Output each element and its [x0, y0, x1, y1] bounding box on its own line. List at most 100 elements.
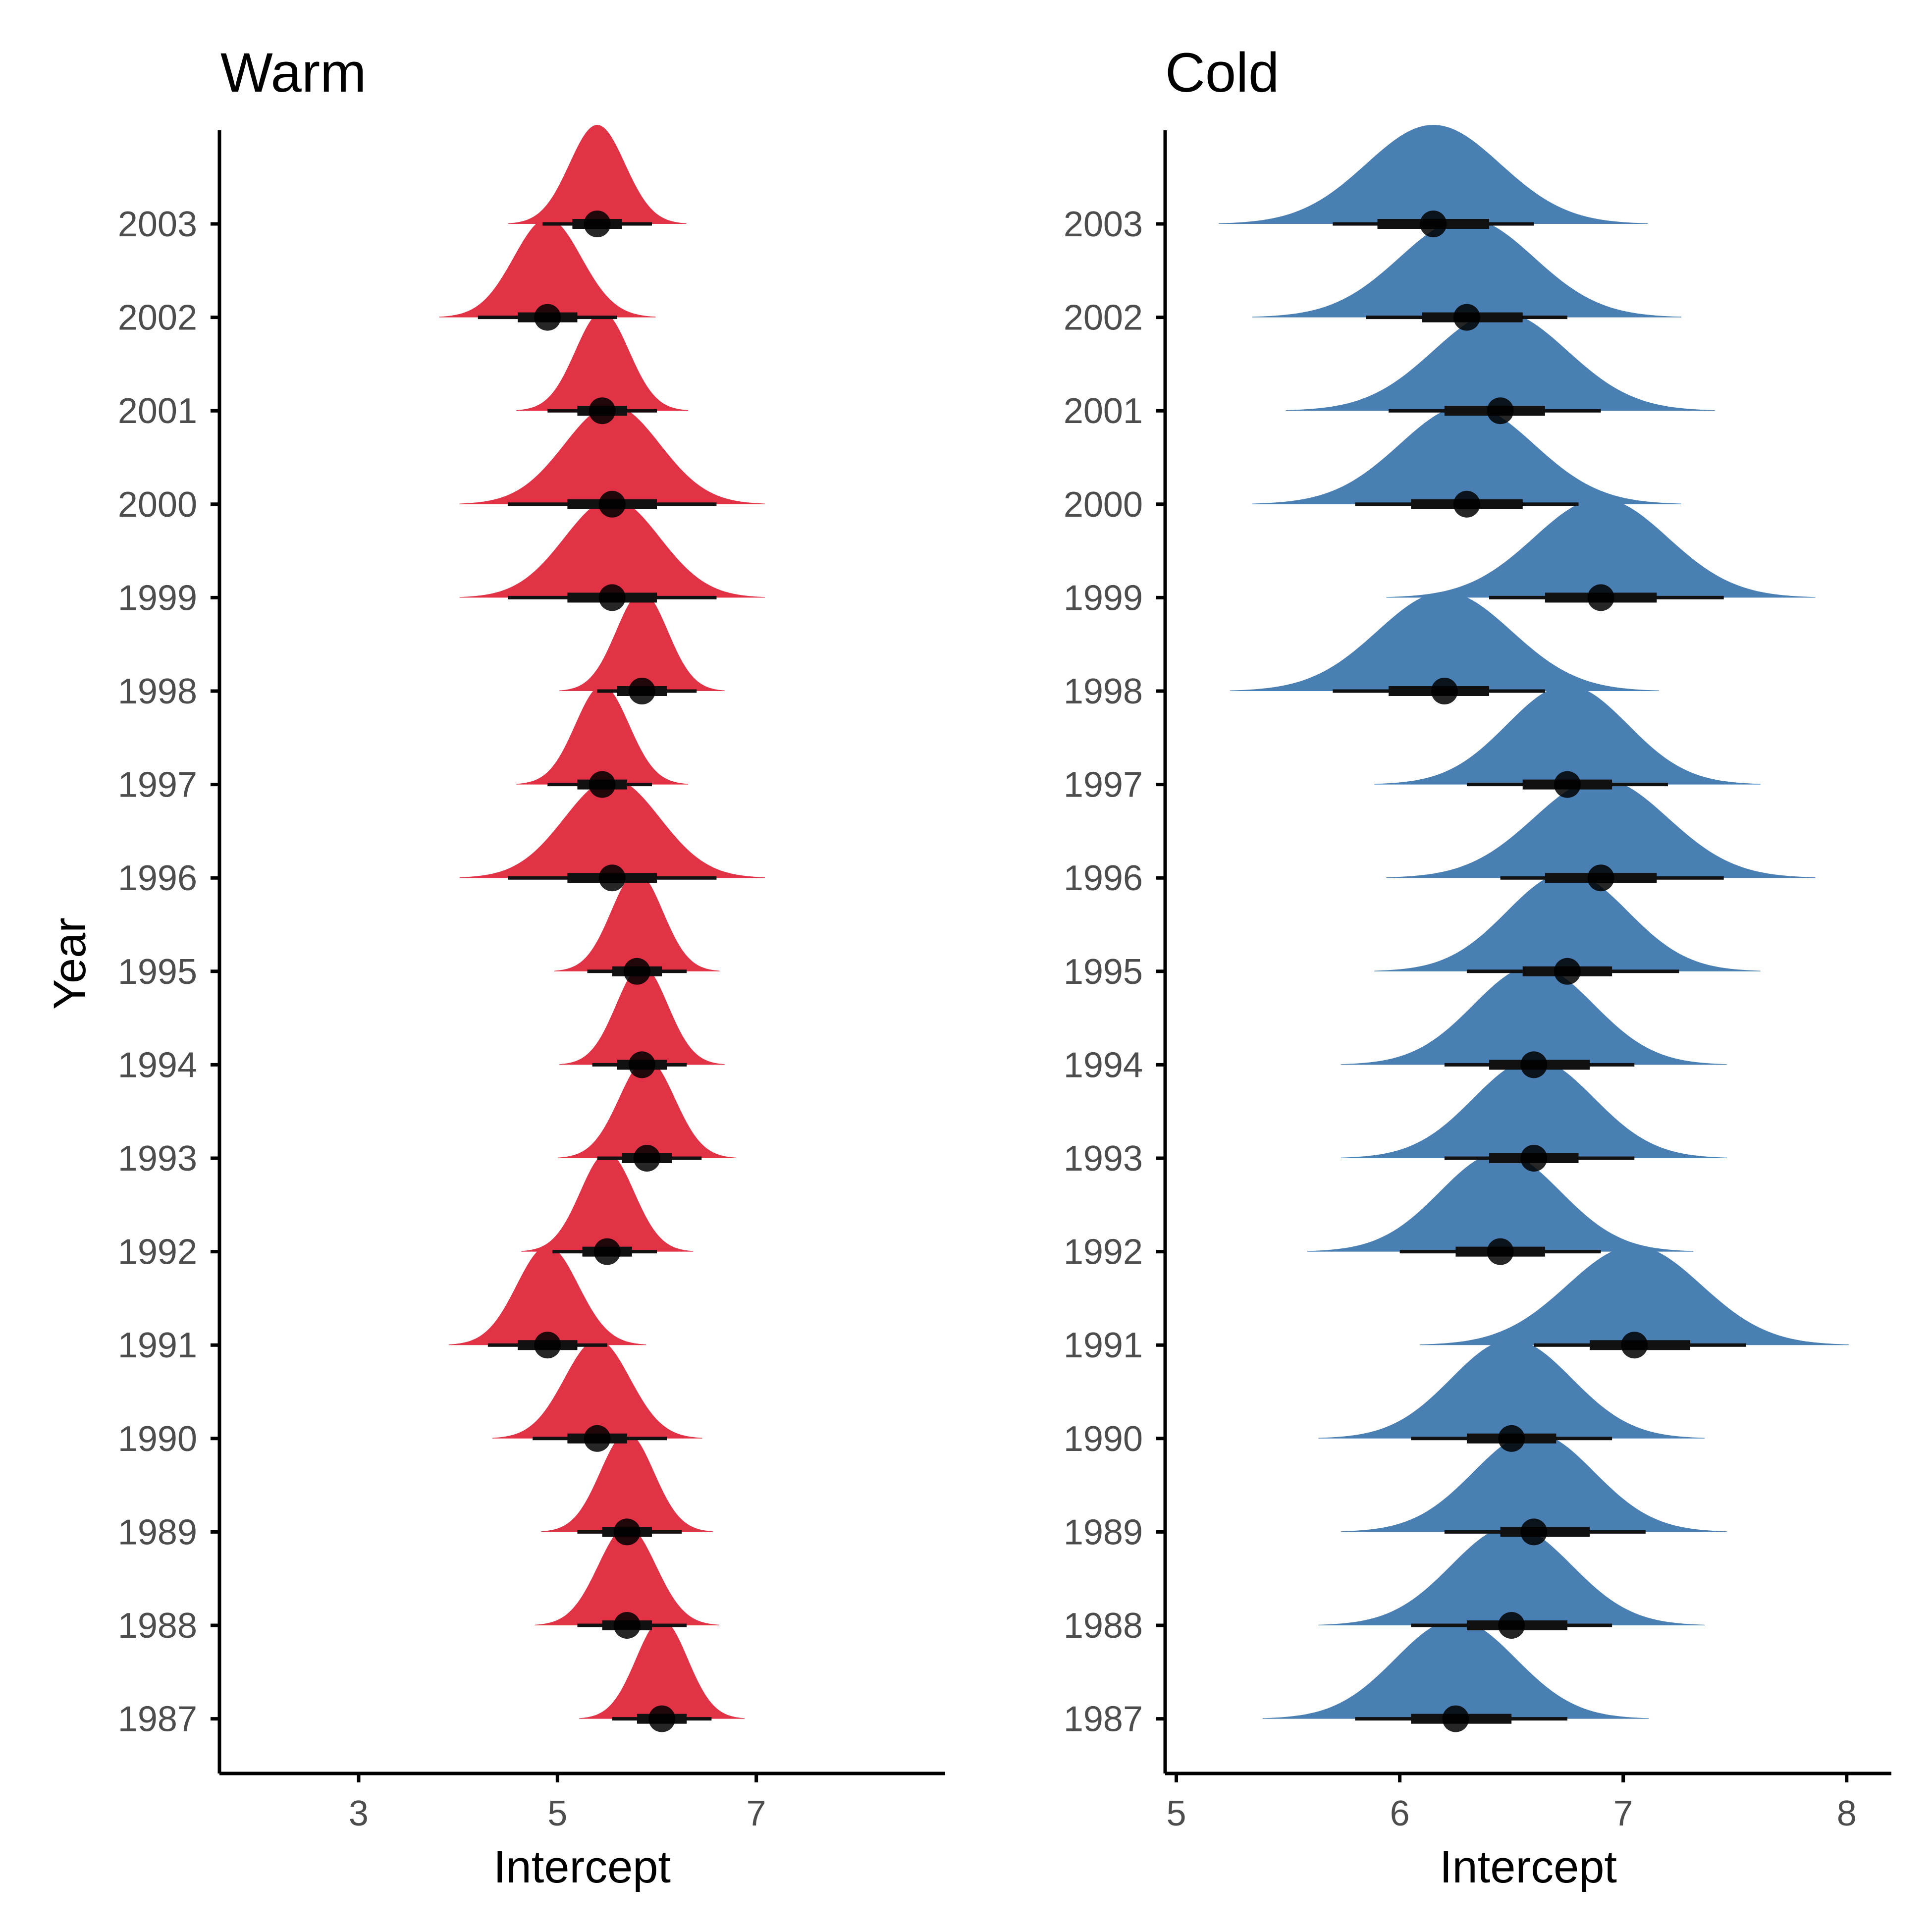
density-2002 — [439, 218, 656, 318]
density-2002 — [1252, 218, 1681, 318]
density-1995 — [1374, 872, 1761, 971]
density-1993 — [558, 1059, 736, 1158]
density-1995 — [554, 872, 720, 971]
density-2001 — [516, 312, 688, 411]
density-1987 — [579, 1619, 745, 1719]
x-ticks-cold: 5 6 7 8 — [1167, 1773, 1857, 1833]
densities-cold — [1219, 125, 1849, 1719]
median-point-1992 — [1487, 1238, 1514, 1265]
y-tick-label-1990: 1990 — [1064, 1419, 1143, 1459]
median-point-1996 — [598, 864, 626, 892]
median-point-1989 — [1520, 1518, 1548, 1546]
x-tick-label-8: 8 — [1837, 1794, 1857, 1833]
panel-warm: Warm 2003 2002 2001 2000 1999 1998 1997 1996 199… — [45, 42, 945, 1892]
y-tick-label-1991: 1991 — [118, 1326, 197, 1365]
median-point-2001 — [1487, 397, 1514, 425]
median-point-1989 — [613, 1518, 641, 1546]
y-tick-label-1999: 1999 — [1064, 578, 1143, 618]
density-1998 — [1230, 592, 1659, 691]
median-point-1999 — [1587, 584, 1614, 611]
median-point-2002 — [534, 304, 561, 331]
y-tick-label-1988: 1988 — [1064, 1606, 1143, 1646]
density-1998 — [559, 592, 725, 691]
y-tick-label-1992: 1992 — [118, 1233, 197, 1272]
density-2001 — [1286, 312, 1715, 411]
y-tick-label-1993: 1993 — [118, 1139, 197, 1179]
y-tick-label-2003: 2003 — [1064, 205, 1143, 244]
y-tick-label-1998: 1998 — [1064, 672, 1143, 711]
median-point-2002 — [1453, 304, 1480, 331]
medians-cold — [1420, 211, 1648, 1732]
density-1993 — [1341, 1059, 1727, 1158]
y-ticks-warm — [211, 222, 219, 1721]
x-tick-label-7: 7 — [747, 1794, 766, 1833]
median-point-1997 — [1554, 771, 1581, 798]
density-1992 — [1307, 1152, 1694, 1252]
y-tick-label-2000: 2000 — [118, 485, 197, 525]
panel-title-warm: Warm — [220, 42, 366, 104]
density-2003 — [508, 125, 687, 224]
median-point-1988 — [613, 1612, 641, 1639]
y-tick-label-2002: 2002 — [118, 298, 197, 338]
median-point-1993 — [633, 1145, 660, 1172]
x-axis-title-cold: Intercept — [1440, 1842, 1617, 1892]
density-1996 — [459, 779, 765, 878]
y-tick-label-1991: 1991 — [1064, 1326, 1143, 1365]
panel-cold: Cold 2003 2002 2001 2000 1999 1998 1997 1996 199… — [1064, 42, 1891, 1892]
y-tick-label-1988: 1988 — [118, 1606, 197, 1646]
x-axis-title-warm: Intercept — [493, 1842, 671, 1892]
density-1997 — [516, 685, 688, 785]
y-tick-label-2003: 2003 — [118, 205, 197, 244]
y-tick-labels-cold: 2003 2002 2001 2000 1999 1998 1997 1996 1995 1994… — [1064, 205, 1143, 1739]
y-tick-label-1989: 1989 — [1064, 1512, 1143, 1552]
x-tick-label-3: 3 — [349, 1794, 369, 1833]
x-ticks-warm: 3 5 7 — [349, 1773, 766, 1833]
y-tick-label-2002: 2002 — [1064, 298, 1143, 338]
density-1994 — [559, 966, 725, 1065]
median-point-1995 — [623, 958, 650, 985]
median-point-2000 — [1453, 490, 1480, 518]
median-point-1990 — [1498, 1425, 1525, 1452]
median-point-2001 — [589, 397, 616, 425]
y-tick-label-2001: 2001 — [118, 391, 197, 431]
density-1996 — [1386, 779, 1816, 878]
median-point-1999 — [598, 584, 626, 611]
median-point-1987 — [1442, 1705, 1469, 1732]
density-1997 — [1374, 685, 1761, 785]
y-tick-label-1996: 1996 — [118, 859, 197, 898]
y-tick-label-1987: 1987 — [118, 1700, 197, 1739]
y-tick-label-1987: 1987 — [1064, 1700, 1143, 1739]
density-1988 — [1318, 1526, 1705, 1625]
y-tick-label-1994: 1994 — [118, 1045, 197, 1085]
density-1991 — [1420, 1246, 1849, 1345]
y-tick-label-1992: 1992 — [1064, 1233, 1143, 1272]
y-tick-label-1994: 1994 — [1064, 1045, 1143, 1085]
density-1987 — [1262, 1619, 1649, 1719]
y-tick-label-1989: 1989 — [118, 1512, 197, 1552]
density-1999 — [459, 498, 765, 598]
y-tick-label-1995: 1995 — [118, 952, 197, 992]
median-point-1998 — [1431, 678, 1458, 704]
y-tick-label-2000: 2000 — [1064, 485, 1143, 525]
density-1991 — [449, 1246, 646, 1345]
y-tick-label-2001: 2001 — [1064, 391, 1143, 431]
density-1994 — [1341, 966, 1727, 1065]
y-ticks-cold — [1156, 222, 1165, 1721]
y-tick-label-1993: 1993 — [1064, 1139, 1143, 1179]
y-tick-label-1997: 1997 — [118, 765, 197, 805]
median-point-1991 — [1621, 1332, 1648, 1359]
x-tick-label-7: 7 — [1613, 1794, 1633, 1833]
density-1988 — [535, 1526, 719, 1625]
medians-warm — [534, 211, 676, 1732]
x-tick-label-5: 5 — [1167, 1794, 1186, 1833]
median-point-2003 — [1420, 211, 1447, 237]
median-point-1990 — [584, 1425, 611, 1452]
median-point-1991 — [534, 1332, 561, 1359]
median-point-1995 — [1554, 958, 1581, 985]
density-1990 — [1318, 1339, 1705, 1439]
densities-warm — [439, 125, 765, 1719]
x-tick-label-5: 5 — [547, 1794, 567, 1833]
density-2000 — [1252, 405, 1681, 504]
density-1999 — [1386, 498, 1816, 598]
